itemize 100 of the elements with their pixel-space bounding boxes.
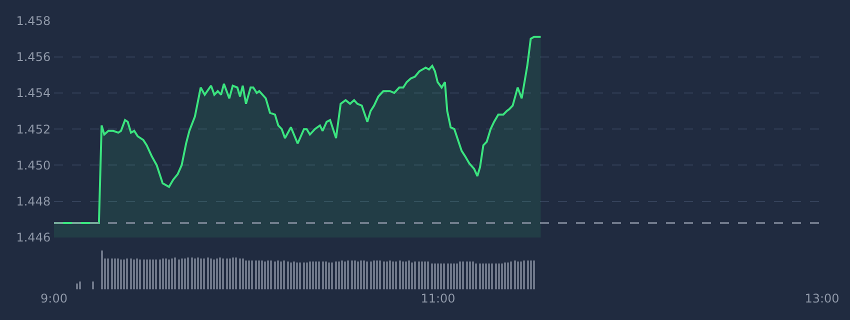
bar: [351, 260, 353, 290]
bar: [414, 262, 416, 290]
bar: [322, 262, 324, 290]
bar: [245, 260, 247, 290]
bar: [344, 262, 346, 290]
bar: [357, 262, 359, 290]
bar: [408, 260, 410, 290]
bar: [520, 262, 522, 290]
bar: [117, 258, 119, 290]
bar: [421, 262, 423, 290]
bar: [462, 262, 464, 290]
bar: [165, 258, 167, 290]
bar: [143, 260, 145, 290]
bar: [162, 258, 164, 290]
bar: [383, 262, 385, 290]
bar: [443, 264, 445, 290]
bar: [213, 260, 215, 290]
y-tick-label: 1.454: [16, 86, 51, 100]
bar: [347, 260, 349, 290]
bar: [261, 260, 263, 290]
x-tick-label: 11:00: [420, 291, 456, 306]
bar: [258, 260, 260, 290]
bar: [318, 262, 320, 290]
bar: [232, 258, 234, 290]
bar: [280, 262, 282, 290]
bar: [456, 264, 458, 290]
bar: [491, 264, 493, 290]
bar: [379, 260, 381, 290]
bar: [174, 258, 176, 290]
bar: [504, 262, 506, 290]
bar: [130, 258, 132, 290]
bar: [370, 262, 372, 290]
bar: [405, 262, 407, 290]
bar: [114, 258, 116, 290]
bar: [101, 250, 103, 290]
bar: [270, 260, 272, 290]
bar: [498, 264, 500, 290]
bar: [229, 258, 231, 290]
bar: [501, 264, 503, 290]
bar: [79, 282, 81, 290]
bar: [216, 258, 218, 290]
bar: [418, 262, 420, 290]
bar: [136, 258, 138, 290]
bar: [402, 262, 404, 290]
bar: [139, 260, 141, 290]
bar: [306, 262, 308, 290]
bar: [431, 264, 433, 290]
bar: [453, 264, 455, 290]
bar: [197, 258, 199, 290]
bar: [411, 262, 413, 290]
bar: [523, 260, 525, 290]
bar: [427, 262, 429, 290]
bar: [152, 260, 154, 290]
bar: [450, 264, 452, 290]
bar: [434, 264, 436, 290]
y-tick-label: 1.450: [16, 158, 51, 172]
bar: [290, 262, 292, 290]
y-tick-label: 1.452: [16, 122, 51, 136]
bar: [299, 262, 301, 290]
bar: [475, 264, 477, 290]
bar: [242, 258, 244, 290]
bar: [376, 260, 378, 290]
bar: [187, 258, 189, 290]
bar: [235, 258, 237, 290]
bar: [159, 260, 161, 290]
bar: [146, 260, 148, 290]
bar: [312, 262, 314, 290]
bar: [239, 258, 241, 290]
y-tick-label: 1.456: [16, 50, 51, 64]
bar: [485, 264, 487, 290]
bar: [338, 262, 340, 290]
y-tick-label: 1.446: [16, 230, 51, 245]
bar: [466, 262, 468, 290]
bar: [495, 264, 497, 290]
y-tick-label: 1.448: [16, 194, 51, 209]
bar: [309, 262, 311, 290]
y-tick-label: 1.458: [16, 14, 51, 28]
bar: [126, 258, 128, 290]
bar: [331, 262, 333, 290]
bar: [488, 264, 490, 290]
bar: [459, 262, 461, 290]
bar: [399, 260, 401, 290]
bar: [181, 258, 183, 290]
bar: [482, 264, 484, 290]
bar: [120, 260, 122, 290]
bar: [251, 260, 253, 290]
bar: [373, 260, 375, 290]
bar: [527, 260, 529, 290]
bar: [283, 260, 285, 290]
bar: [437, 264, 439, 290]
bar: [366, 262, 368, 290]
bar: [517, 262, 519, 290]
bar: [255, 260, 257, 290]
bar: [341, 260, 343, 290]
bar: [392, 262, 394, 290]
bar: [514, 260, 516, 290]
bar: [469, 262, 471, 290]
bar: [303, 262, 305, 290]
bar: [171, 258, 173, 290]
bar: [479, 264, 481, 290]
